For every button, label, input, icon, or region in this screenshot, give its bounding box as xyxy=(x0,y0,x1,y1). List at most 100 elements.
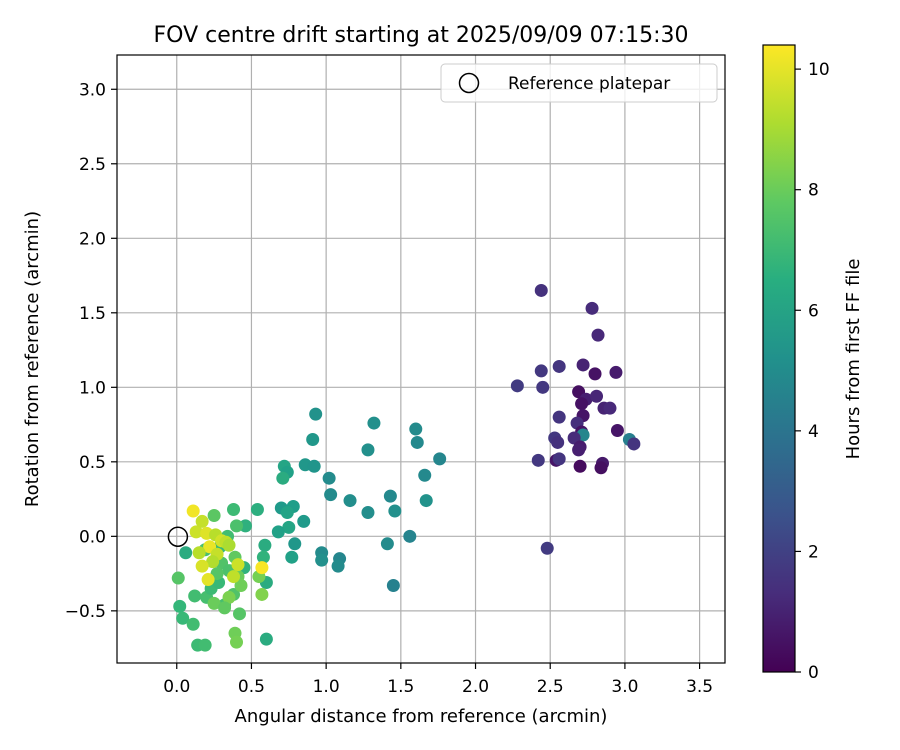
data-point xyxy=(189,525,203,539)
data-point xyxy=(195,514,209,528)
data-point xyxy=(280,505,294,519)
data-point xyxy=(188,589,202,603)
x-axis-ticks: 0.0 0.5 1.0 1.5 2.0 2.5 3.0 3.5 xyxy=(163,663,713,697)
x-tick-label: 2.5 xyxy=(537,677,564,697)
data-point xyxy=(171,571,185,585)
data-point xyxy=(186,617,200,631)
data-point xyxy=(367,416,381,430)
data-point xyxy=(552,359,566,373)
data-point xyxy=(230,519,244,533)
data-point xyxy=(230,635,244,649)
data-point xyxy=(176,611,190,625)
data-point xyxy=(276,471,290,485)
data-point xyxy=(218,601,232,615)
data-point xyxy=(588,367,602,381)
data-point xyxy=(419,494,433,508)
data-point xyxy=(388,504,402,518)
data-point xyxy=(207,596,221,610)
data-point xyxy=(603,401,617,415)
data-point xyxy=(410,435,424,449)
data-point xyxy=(258,538,272,552)
x-tick-label: 3.5 xyxy=(686,677,713,697)
data-point xyxy=(433,452,447,466)
x-tick-label: 2.0 xyxy=(462,677,489,697)
data-point xyxy=(343,494,357,508)
plot-frame xyxy=(116,54,726,664)
data-point xyxy=(201,573,215,587)
y-tick-label: 0.5 xyxy=(79,453,106,473)
data-point xyxy=(590,389,604,403)
data-point xyxy=(307,459,321,473)
y-tick-label: 1.5 xyxy=(79,304,106,324)
legend-box xyxy=(440,63,718,103)
data-point xyxy=(173,599,187,613)
data-point xyxy=(288,537,302,551)
y-tick-label: 2.0 xyxy=(79,229,106,249)
legend-open-circle-icon xyxy=(458,72,480,94)
data-point xyxy=(207,508,221,522)
colorbar-tick-label: 6 xyxy=(808,301,819,321)
legend: Reference platepar xyxy=(440,63,718,103)
data-point xyxy=(231,558,245,572)
colorbar: 0 2 4 6 8 10 Hours from first FF file xyxy=(762,44,864,683)
data-point xyxy=(297,514,311,528)
data-point xyxy=(409,422,423,436)
data-point xyxy=(510,379,524,393)
data-point xyxy=(232,607,246,621)
y-tick-label: −0.5 xyxy=(65,602,106,622)
grid-lines xyxy=(117,55,725,663)
data-point xyxy=(256,550,270,564)
colorbar-tick-label: 10 xyxy=(808,60,830,80)
y-axis-ticks: −0.5 0.0 0.5 1.0 1.5 2.0 2.5 3.0 xyxy=(65,80,117,622)
data-point xyxy=(361,443,375,457)
data-point xyxy=(271,525,285,539)
data-point xyxy=(591,328,605,342)
data-point xyxy=(192,546,206,560)
colorbar-tick-label: 0 xyxy=(808,663,819,683)
x-axis-label: Angular distance from reference (arcmin) xyxy=(235,706,608,727)
data-point xyxy=(576,358,590,372)
data-point xyxy=(540,541,554,555)
y-tick-label: 3.0 xyxy=(79,80,106,100)
colorbar-label: Hours from first FF file xyxy=(843,259,864,460)
data-point xyxy=(324,488,338,502)
legend-entry-label: Reference platepar xyxy=(508,74,670,94)
data-point xyxy=(306,432,320,446)
data-point xyxy=(195,559,209,573)
x-tick-label: 0.5 xyxy=(238,677,265,697)
data-point xyxy=(361,505,375,519)
data-point xyxy=(227,503,241,517)
y-tick-label: 2.5 xyxy=(79,155,106,175)
data-point xyxy=(552,410,566,424)
data-point xyxy=(403,529,417,543)
data-point xyxy=(531,453,545,467)
x-tick-label: 1.5 xyxy=(387,677,414,697)
x-tick-label: 3.0 xyxy=(611,677,638,697)
x-tick-label: 1.0 xyxy=(313,677,340,697)
data-point xyxy=(250,503,264,517)
y-axis-label: Rotation from reference (arcmin) xyxy=(22,211,43,507)
x-tick-label: 0.0 xyxy=(163,677,190,697)
data-point xyxy=(222,538,236,552)
y-tick-label: 0.0 xyxy=(79,527,106,547)
colorbar-ticks: 0 2 4 6 8 10 xyxy=(795,60,830,683)
data-point xyxy=(610,424,624,438)
data-point xyxy=(282,520,296,534)
data-point xyxy=(594,461,608,475)
data-point xyxy=(627,437,641,451)
chart-title: FOV centre drift starting at 2025/09/09 … xyxy=(154,23,689,48)
colorbar-gradient xyxy=(762,44,796,673)
data-point xyxy=(383,489,397,503)
data-point xyxy=(331,559,345,573)
colorbar-tick-label: 8 xyxy=(808,181,819,201)
data-point xyxy=(551,435,565,449)
data-point xyxy=(222,590,236,604)
data-point xyxy=(309,407,323,421)
data-points xyxy=(171,283,641,652)
data-point xyxy=(534,364,548,378)
data-point xyxy=(255,587,269,601)
colorbar-tick-label: 4 xyxy=(808,422,819,442)
data-point xyxy=(198,638,212,652)
colorbar-tick-label: 2 xyxy=(808,542,819,562)
